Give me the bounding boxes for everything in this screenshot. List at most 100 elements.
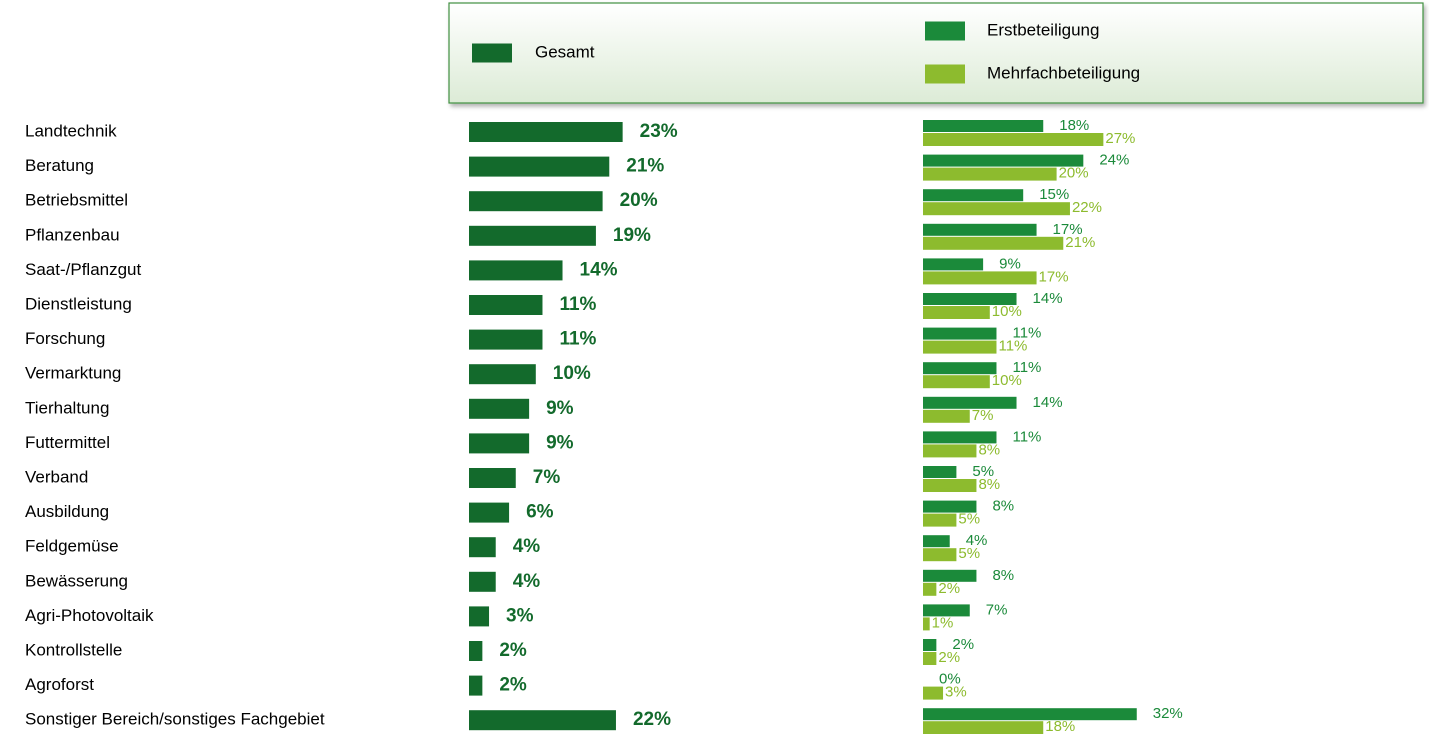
value-label: 14%	[1033, 290, 1063, 307]
category-label: Feldgemüse	[25, 537, 119, 556]
bar	[923, 513, 957, 527]
bar	[923, 189, 1024, 202]
category-label: Betriebsmittel	[25, 191, 128, 210]
value-label: 11%	[1012, 428, 1041, 445]
value-label: 8%	[978, 441, 1000, 458]
category-label: Saat-/Pflanzgut	[25, 260, 142, 279]
category-label: Vermarktung	[25, 364, 121, 383]
bar	[923, 582, 937, 596]
value-label: 21%	[626, 156, 664, 177]
bar	[923, 569, 977, 582]
value-label: 18%	[1045, 718, 1075, 734]
bar	[923, 271, 1037, 285]
value-label: 20%	[620, 190, 658, 211]
category-label: Agri-Photovoltaik	[25, 606, 154, 625]
value-label: 15%	[1039, 186, 1069, 203]
bar	[923, 639, 937, 651]
value-label: 9%	[546, 398, 574, 419]
bar	[469, 641, 483, 661]
category-label: Sonstiger Bereich/sonstiges Fachgebiet	[25, 710, 325, 729]
value-label: 2%	[938, 649, 960, 666]
category-label: Tierhaltung	[25, 398, 109, 417]
bar	[469, 710, 616, 731]
bar	[469, 329, 543, 350]
bar	[923, 548, 957, 562]
bar	[923, 617, 930, 631]
bar	[923, 396, 1017, 409]
value-label: 14%	[1033, 394, 1063, 411]
bar	[469, 295, 543, 315]
bar	[469, 675, 483, 696]
value-label: 5%	[958, 511, 980, 528]
bar	[923, 444, 977, 458]
value-label: 32%	[1153, 705, 1183, 722]
bar	[923, 327, 997, 340]
value-label: 1%	[932, 614, 954, 631]
bar	[923, 133, 1104, 146]
bar	[923, 236, 1064, 250]
category-label: Pflanzenbau	[25, 225, 120, 244]
bar	[923, 500, 977, 513]
bar	[923, 154, 1084, 167]
category-label: Agroforst	[25, 675, 94, 694]
value-label: 20%	[1059, 165, 1089, 182]
value-label: 4%	[513, 536, 541, 557]
value-label: 14%	[580, 259, 618, 280]
value-label: 0%	[939, 671, 961, 688]
legend-box	[448, 2, 1424, 104]
bar	[923, 120, 1044, 132]
legend-swatch	[472, 43, 512, 63]
value-label: 6%	[526, 502, 554, 523]
value-label: 7%	[972, 407, 994, 424]
category-label: Futtermittel	[25, 433, 110, 452]
bar	[923, 466, 957, 478]
bar	[923, 535, 950, 548]
value-label: 8%	[992, 567, 1014, 584]
bar	[469, 468, 516, 488]
bar	[923, 479, 977, 492]
bar	[923, 293, 1017, 305]
value-label: 11%	[1012, 325, 1041, 342]
value-label: 19%	[613, 225, 651, 246]
category-label: Beratung	[25, 156, 94, 175]
value-label: 2%	[499, 640, 527, 661]
bar	[923, 721, 1044, 734]
bar	[469, 433, 530, 454]
bar	[923, 223, 1037, 236]
bar	[469, 191, 603, 212]
bar	[469, 225, 596, 246]
bar	[923, 167, 1057, 181]
value-label: 7%	[986, 601, 1008, 618]
bar	[923, 202, 1070, 216]
value-label: 10%	[553, 363, 591, 384]
value-label: 2%	[952, 636, 974, 653]
category-label: Landtechnik	[25, 121, 117, 140]
value-label: 22%	[1072, 199, 1102, 216]
value-label: 5%	[972, 463, 994, 480]
legend-label: Erstbeteiligung	[987, 20, 1099, 39]
value-label: 17%	[1053, 221, 1083, 238]
value-label: 3%	[506, 605, 534, 626]
value-label: 2%	[499, 675, 527, 696]
bar	[469, 260, 563, 281]
bar	[923, 604, 970, 617]
value-label: 4%	[513, 571, 541, 592]
value-label: 8%	[978, 476, 1000, 493]
value-label: 7%	[533, 467, 561, 488]
legend-label: Gesamt	[535, 42, 595, 61]
bar	[923, 362, 997, 375]
value-label: 3%	[945, 684, 967, 701]
category-label: Bewässerung	[25, 571, 128, 590]
value-label: 22%	[633, 709, 671, 730]
value-label: 10%	[992, 372, 1022, 389]
category-label: Ausbildung	[25, 502, 109, 521]
legend-swatch	[925, 64, 965, 84]
value-label: 11%	[998, 338, 1027, 355]
category-label: Kontrollstelle	[25, 640, 122, 659]
bar	[923, 375, 990, 389]
value-label: 8%	[992, 498, 1014, 515]
bar	[469, 364, 536, 385]
category-label: Dienstleistung	[25, 294, 132, 313]
bar	[923, 652, 937, 665]
